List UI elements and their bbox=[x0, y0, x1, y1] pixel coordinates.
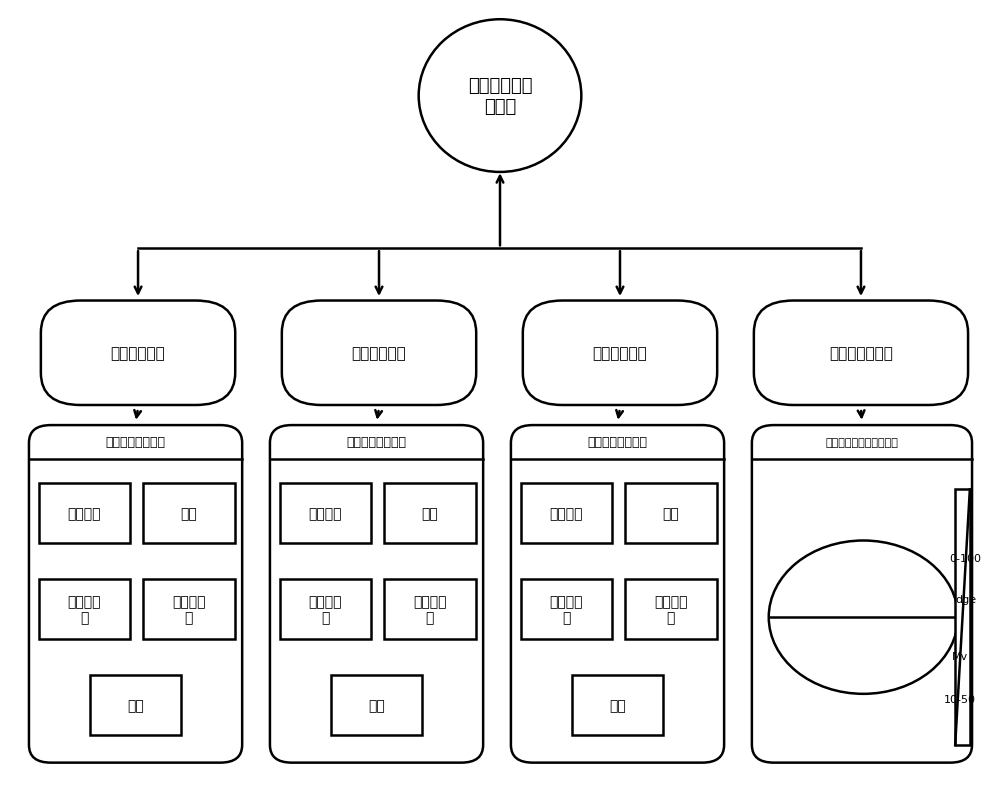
Text: 氧含量检测模块: 氧含量检测模块 bbox=[829, 345, 893, 361]
Bar bbox=[280, 484, 371, 543]
FancyBboxPatch shape bbox=[511, 426, 724, 762]
Bar bbox=[521, 580, 612, 639]
Text: 冷却水进
水: 冷却水进 水 bbox=[309, 594, 342, 624]
Bar bbox=[331, 676, 422, 735]
FancyBboxPatch shape bbox=[754, 301, 968, 406]
Bar bbox=[143, 580, 235, 639]
Text: 氧气: 氧气 bbox=[662, 507, 679, 521]
Text: 氧气: 氧气 bbox=[421, 507, 438, 521]
Text: 气体燃料: 气体燃料 bbox=[68, 507, 101, 521]
Text: 0-100: 0-100 bbox=[950, 554, 982, 564]
Bar bbox=[39, 580, 130, 639]
FancyBboxPatch shape bbox=[29, 426, 242, 762]
Bar bbox=[625, 484, 717, 543]
Text: 冷却水回
水: 冷却水回 水 bbox=[654, 594, 688, 624]
Bar bbox=[143, 484, 235, 543]
Bar bbox=[280, 580, 371, 639]
Text: 冷却水进
水: 冷却水进 水 bbox=[68, 594, 101, 624]
Text: 冷却水进
水: 冷却水进 水 bbox=[550, 594, 583, 624]
FancyBboxPatch shape bbox=[41, 301, 235, 406]
Bar bbox=[384, 580, 476, 639]
Bar bbox=[521, 484, 612, 543]
Circle shape bbox=[769, 541, 958, 694]
Ellipse shape bbox=[419, 20, 581, 173]
Bar bbox=[384, 484, 476, 543]
Bar bbox=[39, 484, 130, 543]
Text: 气体燃料: 气体燃料 bbox=[550, 507, 583, 521]
Bar bbox=[955, 490, 970, 745]
Bar bbox=[625, 580, 717, 639]
Text: 流量检测单元: 流量检测单元 bbox=[352, 345, 406, 361]
Text: 流量检测模块组件: 流量检测模块组件 bbox=[347, 436, 407, 449]
FancyBboxPatch shape bbox=[752, 426, 972, 762]
Text: 气体燃料: 气体燃料 bbox=[309, 507, 342, 521]
FancyBboxPatch shape bbox=[523, 301, 717, 406]
Text: 燃料信息采集
子系统: 燃料信息采集 子系统 bbox=[468, 77, 532, 116]
Text: 冷却水回
水: 冷却水回 水 bbox=[413, 594, 447, 624]
Text: 烟气: 烟气 bbox=[609, 698, 626, 712]
FancyBboxPatch shape bbox=[270, 426, 483, 762]
Bar bbox=[958, 575, 970, 659]
Text: 冷却水回
水: 冷却水回 水 bbox=[172, 594, 206, 624]
Text: 压力检测单元: 压力检测单元 bbox=[111, 345, 165, 361]
Text: 压力检测模块组件: 压力检测模块组件 bbox=[106, 436, 166, 449]
FancyBboxPatch shape bbox=[282, 301, 476, 406]
Bar bbox=[572, 676, 663, 735]
Text: Mv: Mv bbox=[951, 650, 968, 661]
Text: 氧气: 氧气 bbox=[180, 507, 197, 521]
Text: 烟气含氧量检测模块组件: 烟气含氧量检测模块组件 bbox=[826, 437, 898, 448]
Text: 氮气: 氮气 bbox=[127, 698, 144, 712]
Text: dge: dge bbox=[955, 594, 976, 604]
Text: 温度检测模块组件: 温度检测模块组件 bbox=[588, 436, 648, 449]
Bar bbox=[90, 676, 181, 735]
Text: 10-50: 10-50 bbox=[944, 694, 976, 704]
Text: 氮气: 氮气 bbox=[368, 698, 385, 712]
Text: 温度检测单元: 温度检测单元 bbox=[593, 345, 647, 361]
